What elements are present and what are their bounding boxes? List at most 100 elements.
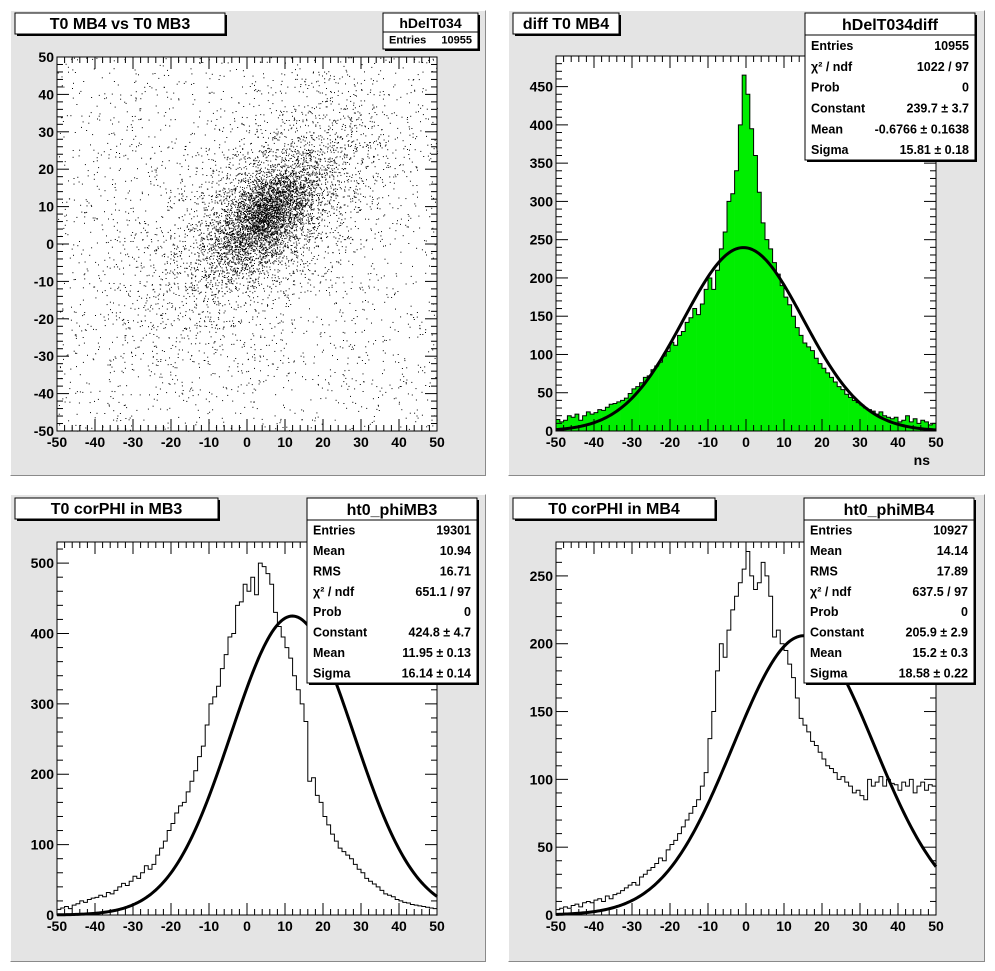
- scatter-point: [432, 257, 434, 259]
- scatter-point: [81, 183, 83, 185]
- scatter-point: [278, 214, 280, 216]
- scatter-point: [249, 208, 251, 209]
- scatter-point: [199, 62, 201, 64]
- scatter-point: [255, 209, 257, 211]
- scatter-point: [328, 125, 330, 127]
- scatter-point: [332, 193, 334, 195]
- scatter-point: [282, 242, 284, 244]
- scatter-point: [251, 204, 253, 206]
- scatter-point: [261, 186, 263, 188]
- scatter-point: [305, 144, 307, 146]
- scatter-point: [240, 247, 242, 249]
- scatter-point: [226, 212, 228, 213]
- scatter-point: [348, 385, 350, 387]
- scatter-point: [314, 187, 316, 189]
- scatter-point: [199, 259, 201, 261]
- scatter-point: [268, 231, 270, 233]
- scatter-point: [211, 267, 213, 269]
- scatter-point: [278, 169, 280, 171]
- scatter-point: [300, 191, 302, 193]
- scatter-point: [128, 293, 129, 295]
- scatter-point: [213, 271, 215, 273]
- scatter-point: [279, 172, 281, 174]
- scatter-point: [260, 208, 262, 210]
- scatter-point: [248, 182, 250, 184]
- scatter-point: [188, 228, 190, 230]
- scatter-point: [135, 347, 137, 349]
- scatter-point: [405, 417, 407, 419]
- scatter-point: [321, 387, 323, 389]
- scatter-point: [420, 121, 421, 123]
- scatter-point: [296, 216, 298, 218]
- scatter-point: [167, 209, 169, 211]
- scatter-point: [377, 279, 379, 281]
- scatter-point: [366, 239, 368, 241]
- scatter-point: [269, 245, 271, 247]
- scatter-point: [251, 195, 253, 197]
- scatter-point: [281, 151, 283, 153]
- scatter-point: [261, 222, 263, 224]
- scatter-point: [106, 97, 107, 99]
- scatter-point: [254, 221, 256, 223]
- scatter-point: [256, 160, 258, 162]
- scatter-point: [284, 145, 286, 147]
- scatter-point: [314, 270, 316, 272]
- scatter-point: [346, 237, 348, 239]
- scatter-point: [413, 319, 415, 320]
- scatter-point: [196, 327, 198, 329]
- scatter-point: [252, 333, 254, 335]
- scatter-point: [300, 163, 302, 165]
- scatter-point: [157, 365, 159, 366]
- scatter-point: [226, 176, 228, 178]
- scatter-point: [260, 262, 262, 264]
- scatter-point: [272, 280, 274, 282]
- scatter-point: [289, 194, 291, 196]
- scatter-point: [186, 210, 188, 212]
- scatter-point: [243, 234, 245, 236]
- scatter-point: [226, 225, 228, 226]
- scatter-point: [296, 120, 298, 122]
- scatter-point: [146, 232, 148, 234]
- scatter-point: [319, 216, 321, 218]
- scatter-point: [265, 255, 267, 257]
- scatter-point: [317, 375, 319, 377]
- scatter-point: [275, 207, 277, 209]
- scatter-point: [302, 191, 304, 193]
- scatter-point: [166, 290, 168, 292]
- scatter-point: [316, 344, 318, 346]
- scatter-point: [272, 211, 274, 213]
- scatter-point: [138, 307, 140, 309]
- scatter-point: [163, 115, 165, 117]
- scatter-point: [149, 332, 151, 334]
- scatter-point: [238, 277, 240, 279]
- scatter-point: [277, 322, 279, 324]
- scatter-point: [422, 334, 424, 335]
- scatter-point: [303, 168, 304, 170]
- scatter-point: [137, 314, 139, 316]
- scatter-point: [132, 211, 134, 213]
- scatter-point: [271, 226, 273, 228]
- scatter-point: [276, 188, 278, 190]
- scatter-point: [262, 219, 264, 221]
- scatter-point: [307, 320, 309, 322]
- scatter-point: [268, 92, 270, 94]
- scatter-point: [239, 145, 241, 147]
- scatter-point: [265, 230, 267, 232]
- scatter-point: [231, 283, 233, 284]
- scatter-point: [376, 408, 378, 410]
- scatter-point: [181, 216, 183, 218]
- scatter-point: [383, 94, 385, 96]
- scatter-point: [289, 148, 290, 150]
- scatter-point: [343, 65, 345, 67]
- scatter-point: [242, 204, 244, 206]
- scatter-point: [324, 219, 326, 221]
- scatter-point: [263, 73, 264, 75]
- scatter-point: [304, 140, 306, 142]
- scatter-point: [287, 211, 289, 213]
- scatter-point: [227, 208, 229, 210]
- scatter-point: [279, 198, 281, 200]
- scatter-point: [296, 192, 298, 194]
- scatter-point: [169, 196, 171, 198]
- scatter-point: [332, 101, 333, 103]
- scatter-point: [316, 316, 318, 318]
